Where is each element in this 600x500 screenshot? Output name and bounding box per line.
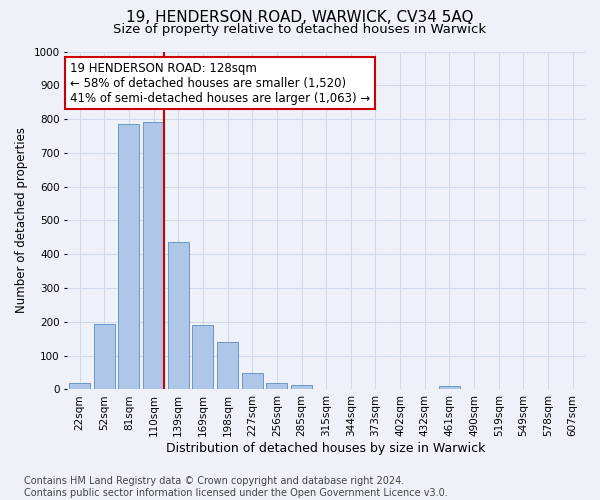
Bar (94, 324, 115, 390)
Bar (439, 386, 460, 390)
Bar (143, 122, 164, 390)
Bar (193, 325, 214, 390)
Text: 19, HENDERSON ROAD, WARWICK, CV34 5AQ: 19, HENDERSON ROAD, WARWICK, CV34 5AQ (126, 10, 474, 25)
Y-axis label: Number of detached properties: Number of detached properties (15, 128, 28, 314)
X-axis label: Distribution of detached houses by size in Warwick: Distribution of detached houses by size … (166, 442, 486, 455)
Bar (217, 342, 238, 390)
Bar (69, 382, 90, 390)
Bar (168, 242, 189, 390)
Text: Contains HM Land Registry data © Crown copyright and database right 2024.
Contai: Contains HM Land Registry data © Crown c… (24, 476, 448, 498)
Text: 19 HENDERSON ROAD: 128sqm
← 58% of detached houses are smaller (1,520)
41% of se: 19 HENDERSON ROAD: 128sqm ← 58% of detac… (70, 62, 370, 104)
Bar (242, 372, 263, 390)
Bar (266, 384, 287, 390)
Bar (291, 386, 312, 390)
Bar (118, 124, 139, 390)
Text: Size of property relative to detached houses in Warwick: Size of property relative to detached ho… (113, 22, 487, 36)
